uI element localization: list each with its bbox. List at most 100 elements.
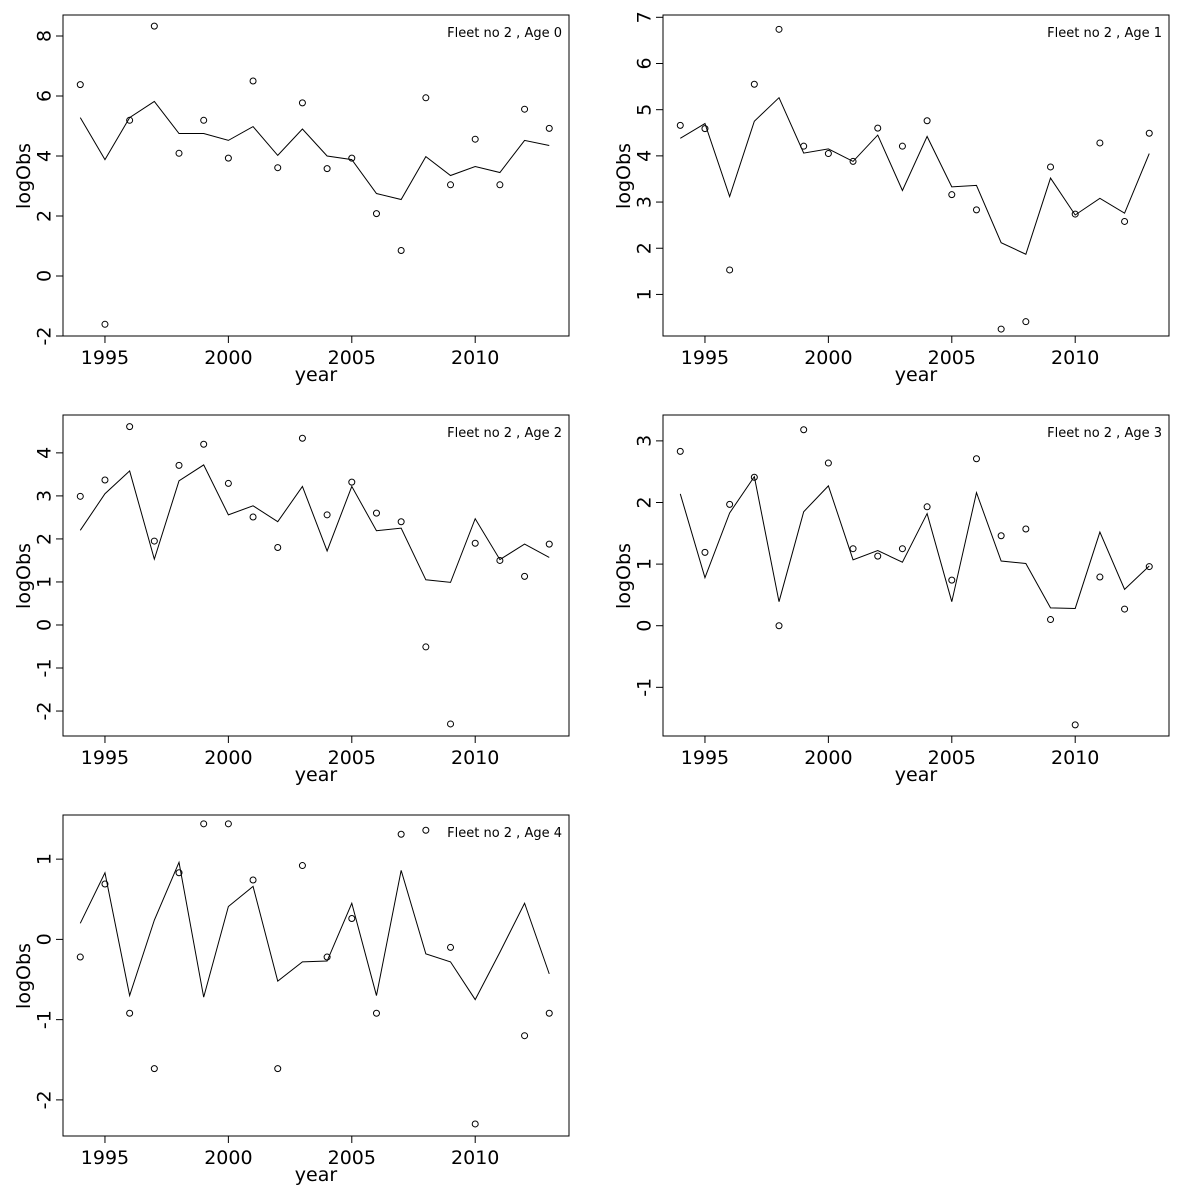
panel-age-3: Fleet no 2 , Age 3 year logObs 1995 2000 2… <box>613 414 1170 786</box>
fitted-line <box>680 96 1150 255</box>
y-tick-label: -1 <box>34 1010 56 1029</box>
panel-age-0: Fleet no 2 , Age 0 year logObs 1995 2000 2… <box>13 14 570 386</box>
observed-point <box>1096 573 1104 581</box>
observed-point <box>348 478 356 486</box>
observed-point <box>249 876 257 884</box>
observed-point <box>372 509 380 517</box>
observed-point <box>849 545 857 553</box>
data-marks <box>76 423 553 728</box>
observed-point <box>898 545 906 553</box>
observed-point <box>898 142 906 150</box>
observed-point <box>1145 129 1153 137</box>
observed-point <box>126 1009 134 1017</box>
x-tick-label: 1995 <box>681 747 729 769</box>
y-axis: 1 2 3 4 5 6 7 <box>634 11 663 300</box>
x-tick-label: 2005 <box>928 347 976 369</box>
x-tick-label: 2005 <box>328 347 376 369</box>
x-tick-label: 2000 <box>204 347 252 369</box>
data-marks <box>676 426 1153 729</box>
panel-label: Fleet no 2 , Age 4 <box>447 826 562 841</box>
observed-point <box>274 544 282 552</box>
x-tick-label: 2005 <box>928 747 976 769</box>
x-axis: 1995 2000 2005 2010 <box>81 736 499 769</box>
observed-point <box>701 548 709 556</box>
observed-point <box>200 440 208 448</box>
observed-point <box>775 622 783 630</box>
panel-age-1: Fleet no 2 , Age 1 year logObs 1995 2000 2… <box>613 11 1170 386</box>
y-tick-label: -2 <box>34 702 56 721</box>
fitted-line <box>79 860 550 1001</box>
y-tick-label: 1 <box>634 558 656 570</box>
observed-point <box>1022 318 1030 326</box>
observed-point <box>101 476 109 484</box>
fitted-line <box>679 475 1150 609</box>
observed-point <box>701 125 709 133</box>
y-tick-label: -1 <box>634 678 656 697</box>
y-axis: -2 0 2 4 6 8 <box>34 30 63 346</box>
y-tick-label: 3 <box>34 490 56 502</box>
y-tick-label: 0 <box>34 933 56 945</box>
y-tick-label: 2 <box>34 210 56 222</box>
observed-point <box>348 154 356 162</box>
x-tick-label: 2000 <box>804 347 852 369</box>
observed-point <box>298 862 306 870</box>
x-axis: 1995 2000 2005 2010 <box>681 736 1099 769</box>
x-axis-label: year <box>295 764 338 786</box>
observed-point <box>422 643 430 651</box>
data-marks <box>76 22 553 328</box>
observed-point <box>1121 217 1129 225</box>
observed-point <box>175 461 183 469</box>
observed-point <box>676 447 684 455</box>
x-axis: 1995 2000 2005 2010 <box>81 1136 499 1169</box>
observed-point <box>972 206 980 214</box>
x-axis-label: year <box>295 1164 338 1186</box>
data-marks <box>676 25 1153 333</box>
observed-point <box>824 150 832 158</box>
observed-point <box>274 1065 282 1073</box>
y-tick-label: -2 <box>34 327 56 346</box>
observed-point <box>1071 721 1079 729</box>
x-axis-label: year <box>895 764 938 786</box>
panel-label: Fleet no 2 , Age 1 <box>1047 26 1162 41</box>
observed-point <box>76 492 84 500</box>
observed-point <box>397 830 405 838</box>
x-tick-label: 2010 <box>451 1147 499 1169</box>
observed-point <box>1047 616 1055 624</box>
y-tick-label: 5 <box>634 104 656 116</box>
observed-point <box>101 880 109 888</box>
observed-point <box>545 124 553 132</box>
x-tick-label: 2010 <box>451 747 499 769</box>
x-tick-label: 2000 <box>204 1147 252 1169</box>
y-axis-label: logObs <box>13 143 35 209</box>
y-tick-label: 8 <box>34 30 56 42</box>
observed-point <box>150 1065 158 1073</box>
observed-point <box>1022 525 1030 533</box>
y-axis-label: logObs <box>613 143 635 209</box>
observed-point <box>997 532 1005 540</box>
y-tick-label: 2 <box>634 242 656 254</box>
observed-point <box>726 266 734 274</box>
observed-point <box>521 572 529 580</box>
y-tick-label: 1 <box>34 576 56 588</box>
y-tick-label: 4 <box>34 150 56 162</box>
y-tick-label: 4 <box>634 150 656 162</box>
x-tick-label: 1995 <box>81 747 129 769</box>
y-axis: -2 -1 0 1 <box>34 853 63 1109</box>
observed-point <box>874 552 882 560</box>
observed-point <box>750 473 758 481</box>
observed-point <box>249 513 257 521</box>
observed-point <box>676 121 684 129</box>
y-tick-label: 1 <box>634 288 656 300</box>
y-axis-label: logObs <box>613 543 635 609</box>
y-tick-label: -2 <box>34 1090 56 1109</box>
data-marks <box>76 820 553 1128</box>
panel-age-2: Fleet no 2 , Age 2 year logObs 1995 2000 2… <box>13 414 570 786</box>
x-tick-label: 2005 <box>328 1147 376 1169</box>
x-axis-label: year <box>895 364 938 386</box>
y-axis: -1 0 1 2 3 <box>634 435 663 697</box>
plot-frame <box>662 414 1170 737</box>
y-tick-label: 6 <box>634 57 656 69</box>
y-tick-label: 2 <box>634 496 656 508</box>
observed-point <box>224 820 232 828</box>
